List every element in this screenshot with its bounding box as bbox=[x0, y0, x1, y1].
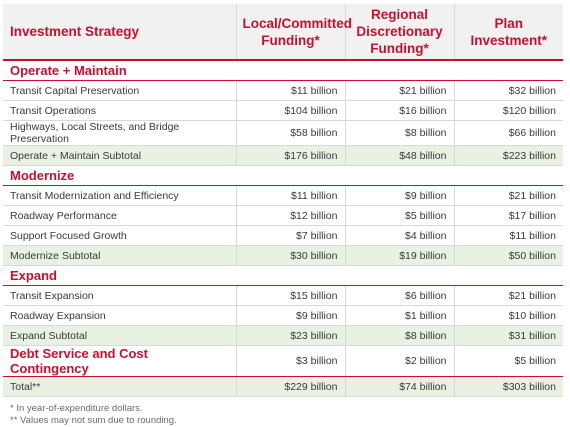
plan-value: $21 billion bbox=[453, 185, 563, 206]
regional-value: $1 billion bbox=[344, 305, 454, 326]
regional-value: $21 billion bbox=[344, 80, 454, 101]
row-label: Support Focused Growth bbox=[3, 225, 236, 246]
plan-value: $10 billion bbox=[453, 305, 563, 326]
row-label: Total** bbox=[3, 376, 236, 397]
plan-value: $303 billion bbox=[453, 376, 563, 397]
table-row: Roadway Expansion $9 billion $1 billion … bbox=[3, 305, 563, 326]
contingency-row: Debt Service and Cost Contingency $3 bil… bbox=[3, 345, 563, 377]
table-row: Support Focused Growth $7 billion $4 bil… bbox=[3, 225, 563, 246]
investment-table-container: Investment Strategy Local/Committed Fund… bbox=[3, 4, 563, 427]
subtotal-row: Operate + Maintain Subtotal $176 billion… bbox=[3, 145, 563, 166]
investment-strategy-table: Investment Strategy Local/Committed Fund… bbox=[3, 4, 563, 397]
section-modernize: Modernize bbox=[3, 165, 563, 186]
regional-value: $8 billion bbox=[344, 325, 454, 346]
footnote-rounding: ** Values may not sum due to rounding. bbox=[10, 415, 177, 426]
row-label: Transit Modernization and Efficiency bbox=[3, 185, 236, 206]
subtotal-row: Modernize Subtotal $30 billion $19 billi… bbox=[3, 245, 563, 266]
plan-value: $5 billion bbox=[453, 345, 563, 377]
local-value: $176 billion bbox=[235, 145, 345, 166]
regional-value: $5 billion bbox=[344, 205, 454, 226]
local-value: $30 billion bbox=[235, 245, 345, 266]
local-value: $3 billion bbox=[235, 345, 345, 377]
header-regional-discretionary-funding: Regional Discretionary Funding* bbox=[344, 4, 454, 61]
section-title: Debt Service and Cost Contingency bbox=[3, 345, 236, 377]
section-title: Expand bbox=[3, 265, 563, 286]
table-row: Transit Modernization and Efficiency $11… bbox=[3, 185, 563, 206]
table-row: Transit Capital Preservation $11 billion… bbox=[3, 80, 563, 101]
plan-value: $120 billion bbox=[453, 100, 563, 121]
local-value: $23 billion bbox=[235, 325, 345, 346]
table-footnotes: * In year-of-expenditure dollars. ** Val… bbox=[3, 403, 563, 427]
subtotal-row: Expand Subtotal $23 billion $8 billion $… bbox=[3, 325, 563, 346]
row-label: Modernize Subtotal bbox=[3, 245, 236, 266]
table-row: Transit Operations $104 billion $16 bill… bbox=[3, 100, 563, 121]
local-value: $104 billion bbox=[235, 100, 345, 121]
row-label: Roadway Performance bbox=[3, 205, 236, 226]
header-investment-strategy: Investment Strategy bbox=[3, 4, 236, 61]
plan-value: $32 billion bbox=[453, 80, 563, 101]
local-value: $7 billion bbox=[235, 225, 345, 246]
local-value: $9 billion bbox=[235, 305, 345, 326]
plan-value: $31 billion bbox=[453, 325, 563, 346]
section-expand: Expand bbox=[3, 265, 563, 286]
row-label: Highways, Local Streets, and Bridge Pres… bbox=[3, 120, 236, 146]
local-value: $58 billion bbox=[235, 120, 345, 146]
regional-value: $19 billion bbox=[344, 245, 454, 266]
regional-value: $48 billion bbox=[344, 145, 454, 166]
row-label: Transit Expansion bbox=[3, 285, 236, 306]
regional-value: $74 billion bbox=[344, 376, 454, 397]
plan-value: $223 billion bbox=[453, 145, 563, 166]
table-row: Transit Expansion $15 billion $6 billion… bbox=[3, 285, 563, 306]
table-row: Highways, Local Streets, and Bridge Pres… bbox=[3, 120, 563, 146]
regional-value: $6 billion bbox=[344, 285, 454, 306]
footnote-year-of-expenditure: * In year-of-expenditure dollars. bbox=[10, 403, 143, 414]
local-value: $11 billion bbox=[235, 80, 345, 101]
section-operate-maintain: Operate + Maintain bbox=[3, 60, 563, 81]
regional-value: $2 billion bbox=[344, 345, 454, 377]
section-title: Modernize bbox=[3, 165, 563, 186]
header-local-committed-funding: Local/Committed Funding* bbox=[235, 4, 352, 61]
table-row: Roadway Performance $12 billion $5 billi… bbox=[3, 205, 563, 226]
row-label: Operate + Maintain Subtotal bbox=[3, 145, 236, 166]
plan-value: $17 billion bbox=[453, 205, 563, 226]
regional-value: $9 billion bbox=[344, 185, 454, 206]
row-label: Roadway Expansion bbox=[3, 305, 236, 326]
regional-value: $8 billion bbox=[344, 120, 454, 146]
local-value: $11 billion bbox=[235, 185, 345, 206]
local-value: $12 billion bbox=[235, 205, 345, 226]
table-header-row: Investment Strategy Local/Committed Fund… bbox=[3, 4, 563, 61]
plan-value: $66 billion bbox=[453, 120, 563, 146]
regional-value: $16 billion bbox=[344, 100, 454, 121]
header-plan-investment: Plan Investment* bbox=[453, 4, 563, 61]
row-label: Expand Subtotal bbox=[3, 325, 236, 346]
local-value: $15 billion bbox=[235, 285, 345, 306]
section-title: Operate + Maintain bbox=[3, 60, 563, 81]
plan-value: $11 billion bbox=[453, 225, 563, 246]
plan-value: $21 billion bbox=[453, 285, 563, 306]
total-row: Total** $229 billion $74 billion $303 bi… bbox=[3, 376, 563, 397]
row-label: Transit Capital Preservation bbox=[3, 80, 236, 101]
local-value: $229 billion bbox=[235, 376, 345, 397]
regional-value: $4 billion bbox=[344, 225, 454, 246]
row-label: Transit Operations bbox=[3, 100, 236, 121]
plan-value: $50 billion bbox=[453, 245, 563, 266]
